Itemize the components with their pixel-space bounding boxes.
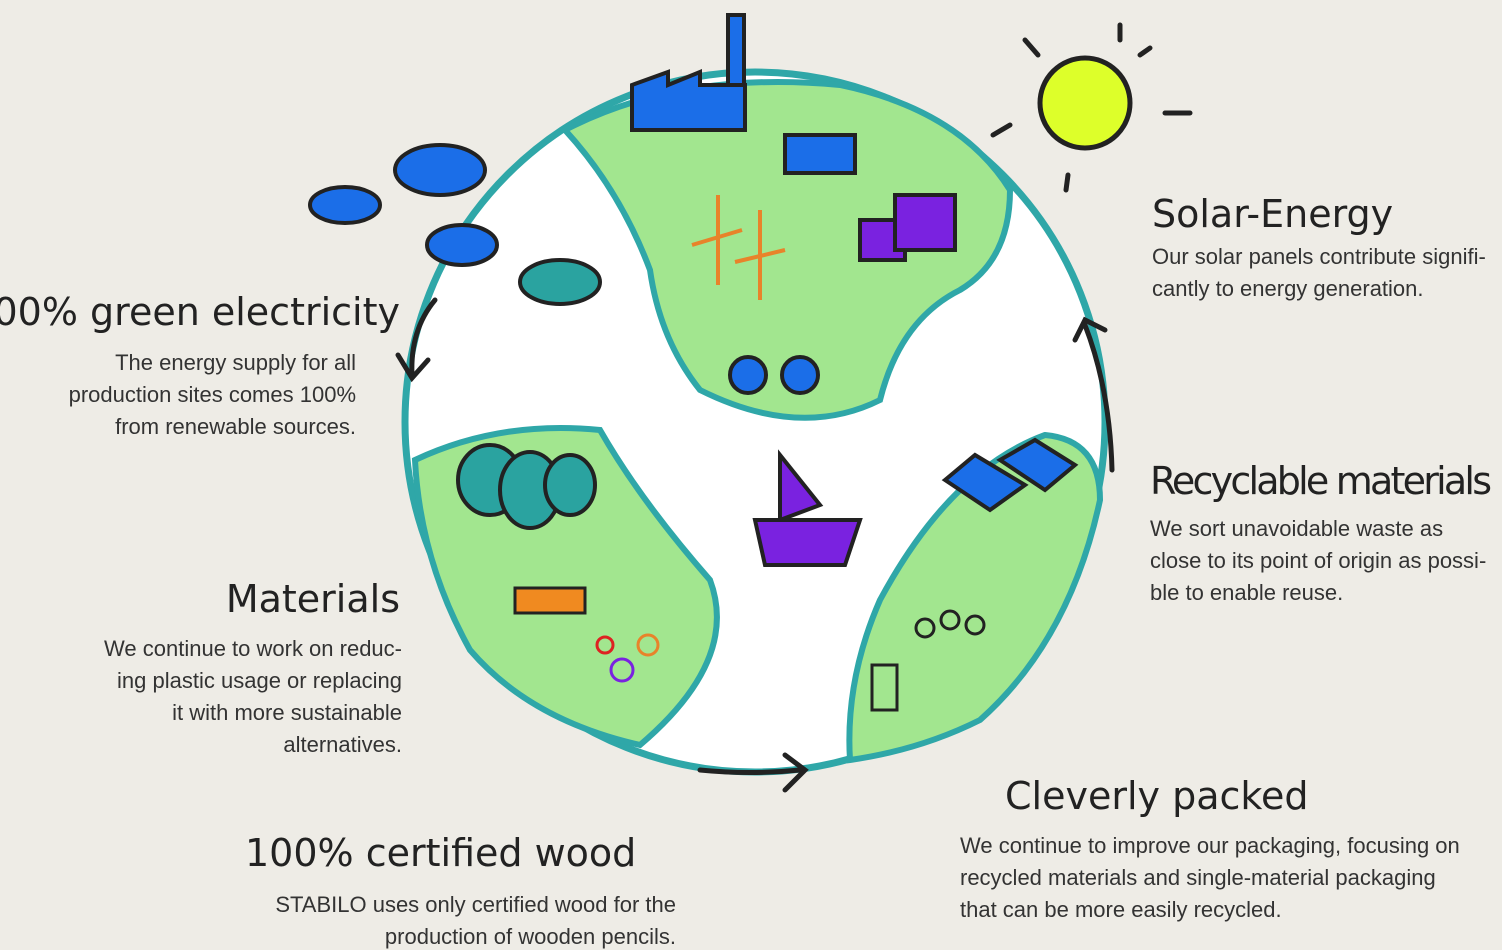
section-text: cantly to energy generation.	[1152, 276, 1424, 301]
section-title: Recyclable materials	[1150, 459, 1492, 503]
infographic: 100% green electricity The energy supply…	[0, 0, 1502, 950]
section-text: ble to enable reuse.	[1150, 580, 1343, 605]
section-text: STABILO uses only certified wood for the	[275, 892, 676, 917]
section-title: 100% certified wood	[245, 831, 636, 875]
section-title: Solar-Energy	[1152, 192, 1393, 236]
globe	[405, 72, 1105, 772]
section-text: production sites comes 100%	[69, 382, 356, 407]
section-text: We sort unavoidable waste as	[1150, 516, 1443, 541]
section-text: it with more sustainable	[172, 700, 402, 725]
section-title: 100% green electricity	[0, 290, 400, 334]
section-text: Our solar panels contribute signifi-	[1152, 244, 1486, 269]
section-text: production of wooden pencils.	[385, 924, 676, 949]
truck	[785, 135, 855, 173]
section-text: close to its point of origin as possi-	[1150, 548, 1486, 573]
section-title: Materials	[226, 577, 400, 621]
wood	[515, 588, 585, 613]
section-text: The energy supply for all	[115, 350, 356, 375]
section-text: that can be more easily recycled.	[960, 897, 1282, 922]
section-text: We continue to improve our packaging, fo…	[960, 833, 1460, 858]
section-title: Cleverly packed	[1005, 774, 1309, 818]
section-text: We continue to work on reduc-	[104, 636, 402, 661]
fish	[520, 260, 600, 304]
section-text: ing plastic usage or replacing	[117, 668, 402, 693]
section-text: from renewable sources.	[115, 414, 356, 439]
section-text: recycled materials and single-material p…	[960, 865, 1436, 890]
section-text: alternatives.	[283, 732, 402, 757]
